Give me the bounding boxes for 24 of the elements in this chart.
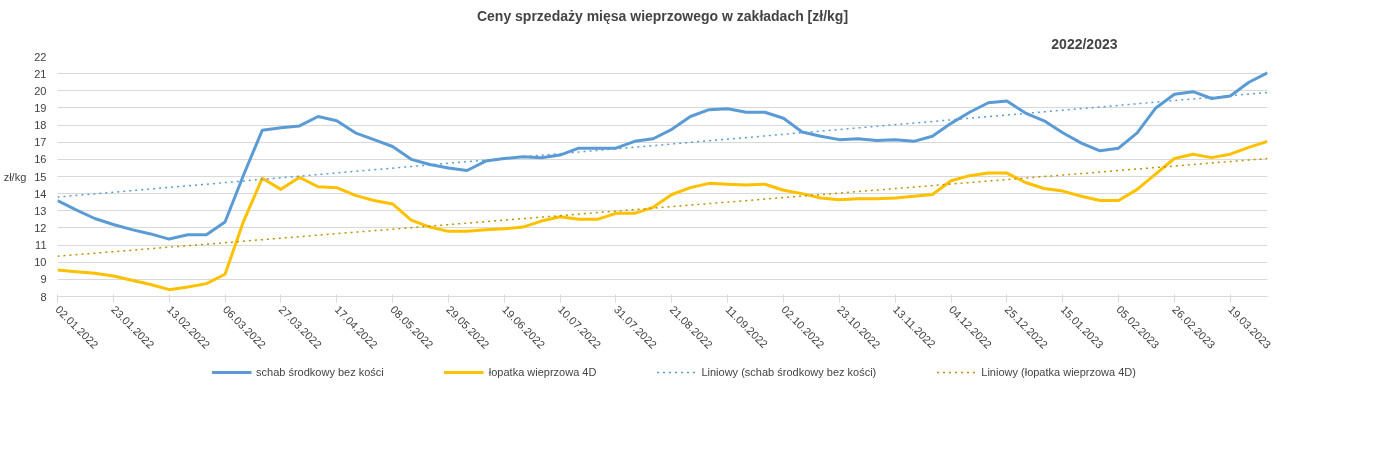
legend-label: Liniowy (łopatka wieprzowa 4D) <box>981 366 1136 378</box>
y-tick-label: 8 <box>40 290 47 303</box>
chart-title: Ceny sprzedaży mięsa wieprzowego w zakładach [zł/kg] <box>476 7 849 24</box>
y-tick-label: 15 <box>34 170 47 183</box>
legend-label: schab środkowy bez kości <box>256 366 384 378</box>
y-tick-label: 12 <box>34 221 47 234</box>
y-tick-label: 9 <box>40 273 47 286</box>
line-series <box>57 139 1268 292</box>
y-tick-label: 19 <box>34 101 47 114</box>
y-tick-label: 20 <box>34 84 47 97</box>
y-tick-label: 22 <box>34 50 47 63</box>
legend-label: łopatka wieprzowa 4D <box>488 366 597 378</box>
y-tick-label: 18 <box>34 119 47 132</box>
y-tick-label: 16 <box>34 153 47 166</box>
y-tick-label: 13 <box>34 204 47 217</box>
line-series <box>57 71 1268 241</box>
y-axis-title: zł/kg <box>3 170 27 183</box>
y-tick-label: 14 <box>34 187 47 200</box>
legend-label: Liniowy (schab środkowy bez kości) <box>701 366 877 378</box>
chart-subtitle: 2022/2023 <box>1051 35 1118 52</box>
y-tick-label: 10 <box>34 256 47 269</box>
y-tick-label: 11 <box>35 239 47 252</box>
y-tick-label: 17 <box>34 136 47 149</box>
y-tick-label: 21 <box>34 67 47 80</box>
